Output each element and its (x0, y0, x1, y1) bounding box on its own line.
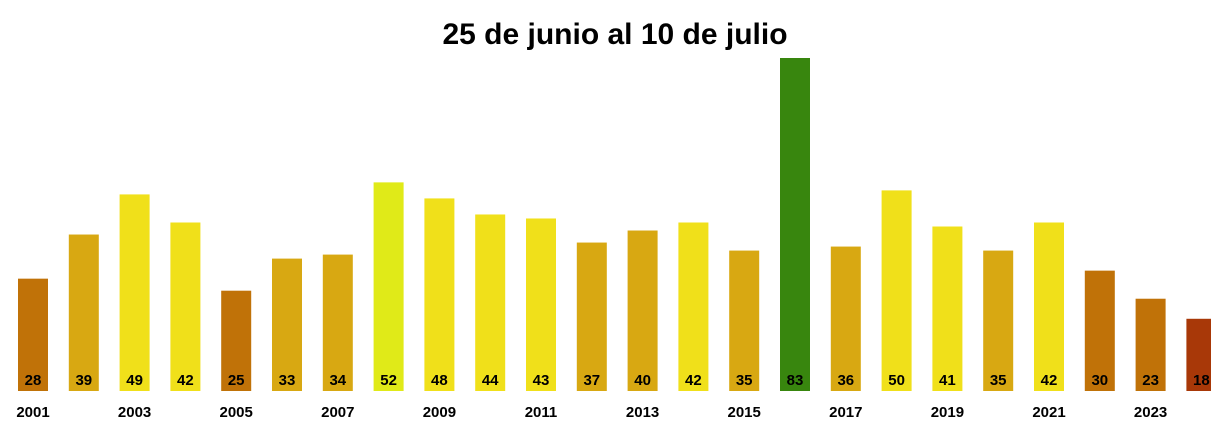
value-label: 43 (533, 372, 550, 389)
bar (983, 250, 1014, 391)
bar (119, 194, 150, 391)
value-label: 49 (126, 372, 143, 389)
bar (475, 214, 506, 391)
value-label: 42 (177, 372, 194, 389)
value-label: 28 (25, 372, 42, 389)
bar (424, 198, 455, 391)
value-label: 44 (482, 372, 499, 389)
x-tick-label: 2007 (321, 404, 354, 421)
bar (68, 234, 99, 391)
bar (1135, 298, 1166, 391)
x-tick-label: 2017 (829, 404, 862, 421)
bar (627, 230, 658, 391)
value-label: 35 (990, 372, 1007, 389)
bar (221, 290, 252, 391)
value-label: 25 (228, 372, 245, 389)
value-label: 23 (1142, 372, 1159, 389)
bar (1084, 270, 1115, 391)
value-label: 33 (279, 372, 296, 389)
x-tick-label: 2001 (16, 404, 49, 421)
x-tick-label: 2003 (118, 404, 151, 421)
value-label: 30 (1091, 372, 1108, 389)
bar (18, 278, 48, 391)
x-tick-label: 2009 (423, 404, 456, 421)
x-tick-label: 2013 (626, 404, 659, 421)
value-label: 48 (431, 372, 448, 389)
bar (932, 226, 963, 391)
x-tick-label: 2011 (525, 404, 558, 421)
x-tick-label: 2015 (728, 404, 761, 421)
value-label: 42 (685, 372, 702, 389)
value-label: 36 (837, 372, 854, 389)
bar (373, 182, 404, 391)
value-label: 41 (939, 372, 956, 389)
bar (780, 58, 810, 391)
bar (322, 254, 353, 391)
x-tick-label: 2021 (1032, 404, 1065, 421)
bar (170, 222, 201, 391)
bar (678, 222, 709, 391)
value-label: 35 (736, 372, 753, 389)
x-tick-label: 2005 (220, 404, 253, 421)
bar (1186, 318, 1211, 391)
value-label: 42 (1041, 372, 1058, 389)
value-label: 37 (583, 372, 600, 389)
bar (576, 242, 607, 391)
value-label: 18 (1193, 372, 1210, 389)
bar (1034, 222, 1064, 391)
value-label: 50 (888, 372, 905, 389)
x-tick-label: 2019 (931, 404, 964, 421)
bar (272, 258, 302, 391)
bar (526, 218, 556, 391)
chart-title: 25 de junio al 10 de julio (442, 18, 787, 51)
value-label: 83 (787, 372, 804, 389)
value-label: 39 (75, 372, 92, 389)
value-label: 34 (329, 372, 346, 389)
value-label: 52 (380, 372, 397, 389)
bar (729, 250, 760, 391)
bar (881, 190, 912, 391)
value-label: 40 (634, 372, 651, 389)
x-tick-label: 2023 (1134, 404, 1167, 421)
bar (830, 246, 861, 391)
